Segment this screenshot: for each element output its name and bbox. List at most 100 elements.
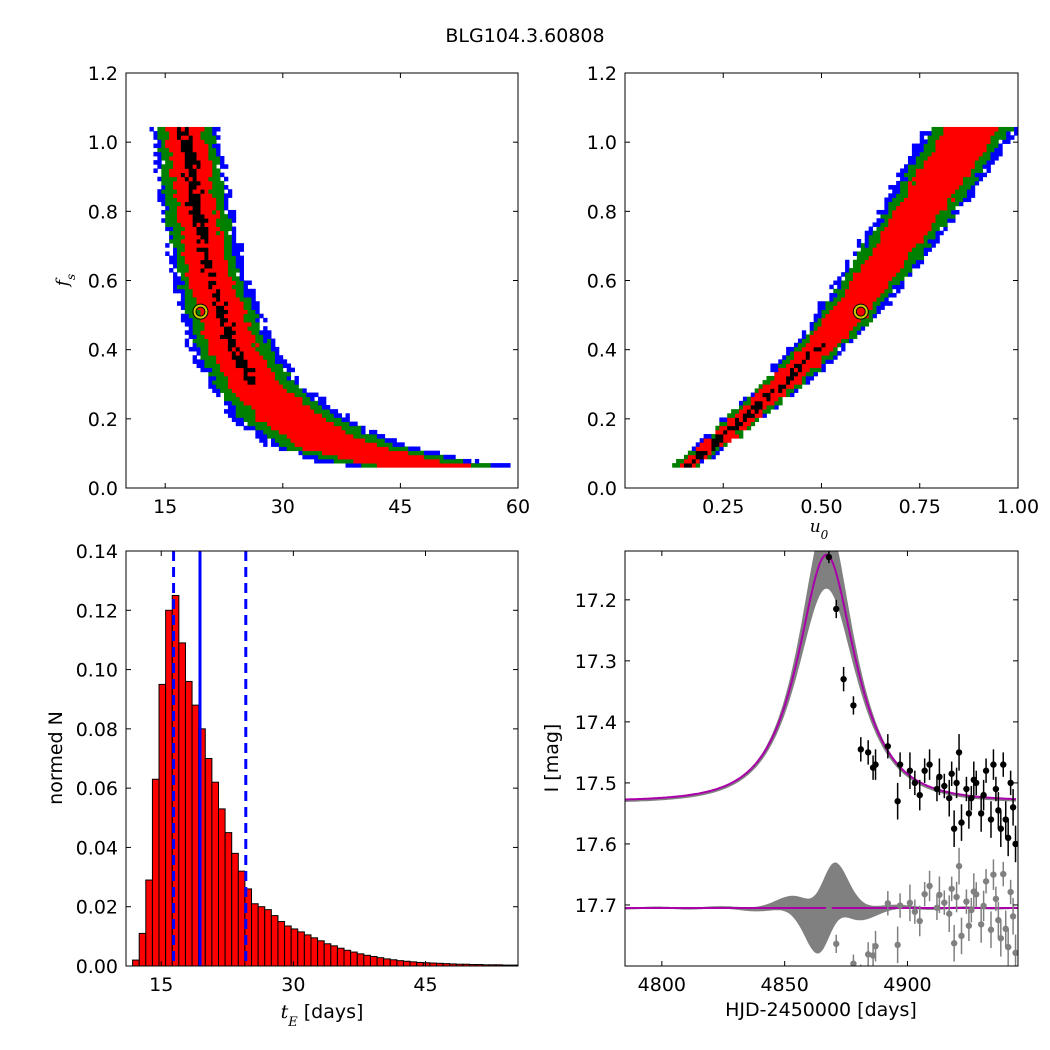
heatmap-cell <box>845 322 850 327</box>
heatmap-cell <box>872 255 877 261</box>
heatmap-cell <box>774 380 779 385</box>
heatmap-cell <box>282 400 288 406</box>
heatmap-cell <box>212 164 217 169</box>
heatmap-cell <box>345 463 350 468</box>
heatmap-cell <box>396 458 401 464</box>
heatmap-cell <box>224 247 229 252</box>
heatmap-cell <box>251 425 256 431</box>
heatmap-cell <box>793 359 799 364</box>
heatmap-cell <box>927 168 932 173</box>
heatmap-cell <box>829 359 834 364</box>
heatmap-cell <box>235 292 241 298</box>
heatmap-cell <box>817 338 822 344</box>
heatmap-cell <box>173 263 178 269</box>
histogram-bar <box>396 960 404 967</box>
heatmap-cell <box>845 276 850 281</box>
heatmap-cell <box>188 160 194 165</box>
heatmap-cell <box>235 255 241 261</box>
heatmap-cell <box>907 234 913 240</box>
heatmap-cell <box>431 450 437 456</box>
heatmap-cell <box>927 209 932 215</box>
heatmap-cell <box>943 143 948 149</box>
heatmap-cell <box>267 338 272 344</box>
heatmap-cell <box>837 288 842 294</box>
residual-point <box>1007 888 1014 896</box>
heatmap-cell <box>188 143 194 149</box>
data-point <box>896 761 904 768</box>
heatmap-cell <box>271 384 276 389</box>
heatmap-cell <box>735 409 740 414</box>
heatmap-cell <box>235 313 241 319</box>
heatmap-cell <box>400 446 405 452</box>
heatmap-cell <box>900 268 905 273</box>
heatmap-cell <box>322 446 327 452</box>
heatmap-cell <box>978 143 984 149</box>
heatmap-cell <box>216 388 221 393</box>
heatmap-cell <box>801 367 807 373</box>
y-tick-label: 0.02 <box>76 897 118 919</box>
heatmap-cell <box>431 454 437 460</box>
heatmap-cell <box>188 218 194 223</box>
heatmap-cell <box>173 255 178 261</box>
heatmap-cell <box>192 218 197 223</box>
heatmap-cell <box>224 392 229 398</box>
heatmap-cell <box>884 226 889 232</box>
heatmap-cell <box>837 342 842 348</box>
heatmap-cell <box>888 251 893 256</box>
heatmap-cell <box>220 288 225 294</box>
heatmap-cell <box>695 446 701 452</box>
heatmap-cell <box>255 396 260 402</box>
heatmap-cell <box>329 425 335 431</box>
heatmap-cell <box>962 164 968 169</box>
heatmap-cell <box>227 243 233 248</box>
heatmap-cell <box>357 454 362 460</box>
heatmap-cell <box>813 351 818 356</box>
heatmap-cell <box>188 222 194 227</box>
heatmap-cell <box>188 309 194 315</box>
heatmap-cell <box>349 421 354 427</box>
heatmap-cell <box>212 243 217 248</box>
heatmap-cell <box>208 131 213 136</box>
heatmap-cell <box>735 421 740 427</box>
heatmap-cell <box>829 351 834 356</box>
heatmap-cell <box>915 222 921 227</box>
heatmap-cell <box>699 458 704 464</box>
heatmap-cell <box>251 317 256 323</box>
heatmap-cell <box>388 463 393 468</box>
heatmap-cell <box>907 239 913 244</box>
heatmap-cell <box>259 417 264 422</box>
heatmap-cell <box>227 317 233 323</box>
data-point <box>950 825 958 832</box>
heatmap-cell <box>251 359 256 364</box>
heatmap-cell <box>294 375 299 381</box>
heatmap-cell <box>180 292 186 298</box>
heatmap-cell <box>204 180 209 186</box>
heatmap-cell <box>797 346 803 352</box>
heatmap-cell <box>947 164 952 169</box>
data-point <box>948 770 955 777</box>
heatmap-cell <box>208 263 213 269</box>
heatmap-cell <box>224 355 229 360</box>
heatmap-cell <box>888 255 893 261</box>
heatmap-cell <box>196 218 201 223</box>
heatmap-cell <box>224 197 229 203</box>
heatmap-cell <box>746 417 752 422</box>
y-tick-label: 17.2 <box>575 590 617 612</box>
heatmap-cell <box>947 168 952 173</box>
heatmap-cell <box>173 164 178 169</box>
heatmap-cell <box>251 400 256 406</box>
heatmap-cell <box>208 164 213 169</box>
heatmap-cell <box>927 239 932 244</box>
heatmap-cell <box>829 301 834 306</box>
heatmap-cell <box>880 226 885 232</box>
heatmap-cell <box>278 413 284 418</box>
residual-point <box>869 952 877 959</box>
heatmap-cell <box>892 205 897 211</box>
heatmap-cell <box>361 434 366 439</box>
heatmap-cell <box>263 442 268 447</box>
heatmap-cell <box>184 164 190 169</box>
heatmap-cell <box>204 160 209 165</box>
heatmap-cell <box>220 346 225 352</box>
heatmap-cell <box>235 338 241 344</box>
heatmap-cell <box>896 189 901 194</box>
